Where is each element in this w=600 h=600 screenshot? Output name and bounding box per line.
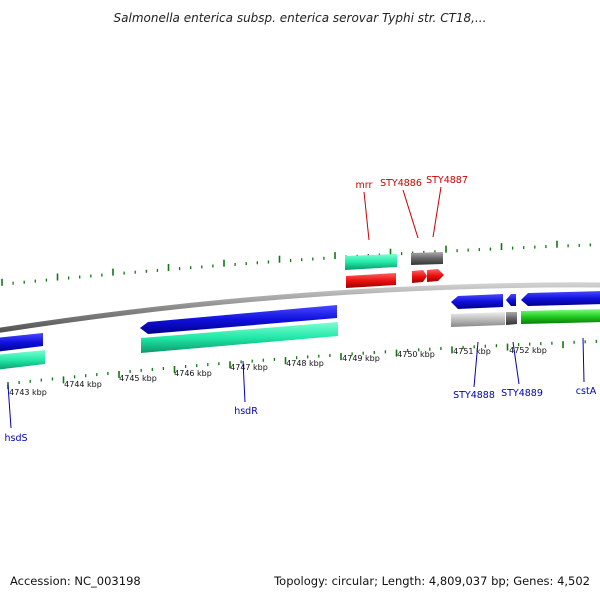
gene-hsds-bar[interactable]: [0, 350, 45, 370]
tick-label: 4749 kbp: [342, 354, 380, 363]
gene-mrr-upper-bar[interactable]: [345, 254, 397, 270]
cds-sty4889-arrow[interactable]: [506, 294, 516, 306]
cds-sty4886-arrow[interactable]: [412, 270, 427, 283]
tick-label: 4743 kbp: [9, 388, 47, 397]
gene-label-mrr[interactable]: mrr: [356, 180, 373, 191]
map-title: Salmonella enterica subsp. enterica sero…: [114, 11, 487, 25]
label-leaders: [7, 186, 585, 429]
tick-label: 4746 kbp: [174, 369, 212, 378]
gene-label-sty4887[interactable]: STY4887: [426, 175, 468, 186]
gene-sty4886-bar[interactable]: [411, 252, 443, 265]
gene-sty4888-bar[interactable]: [451, 312, 505, 327]
tick-label: 4745 kbp: [119, 374, 157, 383]
gene-csta-bar[interactable]: [521, 309, 600, 324]
cds-sty4887-arrow[interactable]: [427, 269, 444, 282]
upper-tick-track: [1, 240, 591, 286]
gene-label-sty4888[interactable]: STY4888: [453, 390, 495, 401]
cds-hsds-arrow[interactable]: [0, 333, 43, 352]
cds-hsdr-arrow[interactable]: [140, 305, 337, 334]
gene-label-hsdr[interactable]: hsdR: [234, 406, 258, 417]
lower-features: [0, 291, 600, 370]
tick-labels: 4743 kbp 4744 kbp 4745 kbp 4746 kbp 4747…: [9, 346, 547, 397]
cds-sty4888-arrow[interactable]: [451, 294, 503, 309]
upper-features: [345, 252, 444, 288]
lower-tick-track: [7, 339, 597, 390]
gene-label-csta[interactable]: cstA: [576, 386, 597, 397]
gene-sty4889-bar[interactable]: [506, 312, 517, 325]
tick-label: 4748 kbp: [286, 359, 324, 368]
cds-mrr-arrow[interactable]: [346, 273, 396, 288]
accession-label: Accession: NC_003198: [10, 574, 141, 588]
genome-backbone: [0, 282, 600, 333]
gene-label-hsds[interactable]: hsdS: [4, 433, 27, 444]
gene-hsdr-bar[interactable]: [141, 322, 338, 353]
gene-label-sty4889[interactable]: STY4889: [501, 388, 543, 399]
tick-label: 4752 kbp: [509, 346, 547, 355]
tick-label: 4751 kbp: [453, 347, 491, 356]
tick-label: 4744 kbp: [64, 380, 102, 389]
genome-summary: Topology: circular; Length: 4,809,037 bp…: [274, 574, 590, 588]
tick-label: 4747 kbp: [230, 363, 268, 372]
gene-labels: mrr STY4886 STY4887 hsdS hsdR STY4888 ST…: [4, 175, 596, 444]
cds-csta-arrow[interactable]: [521, 291, 600, 306]
tick-label: 4750 kbp: [397, 350, 435, 359]
gene-label-sty4886[interactable]: STY4886: [380, 178, 422, 189]
